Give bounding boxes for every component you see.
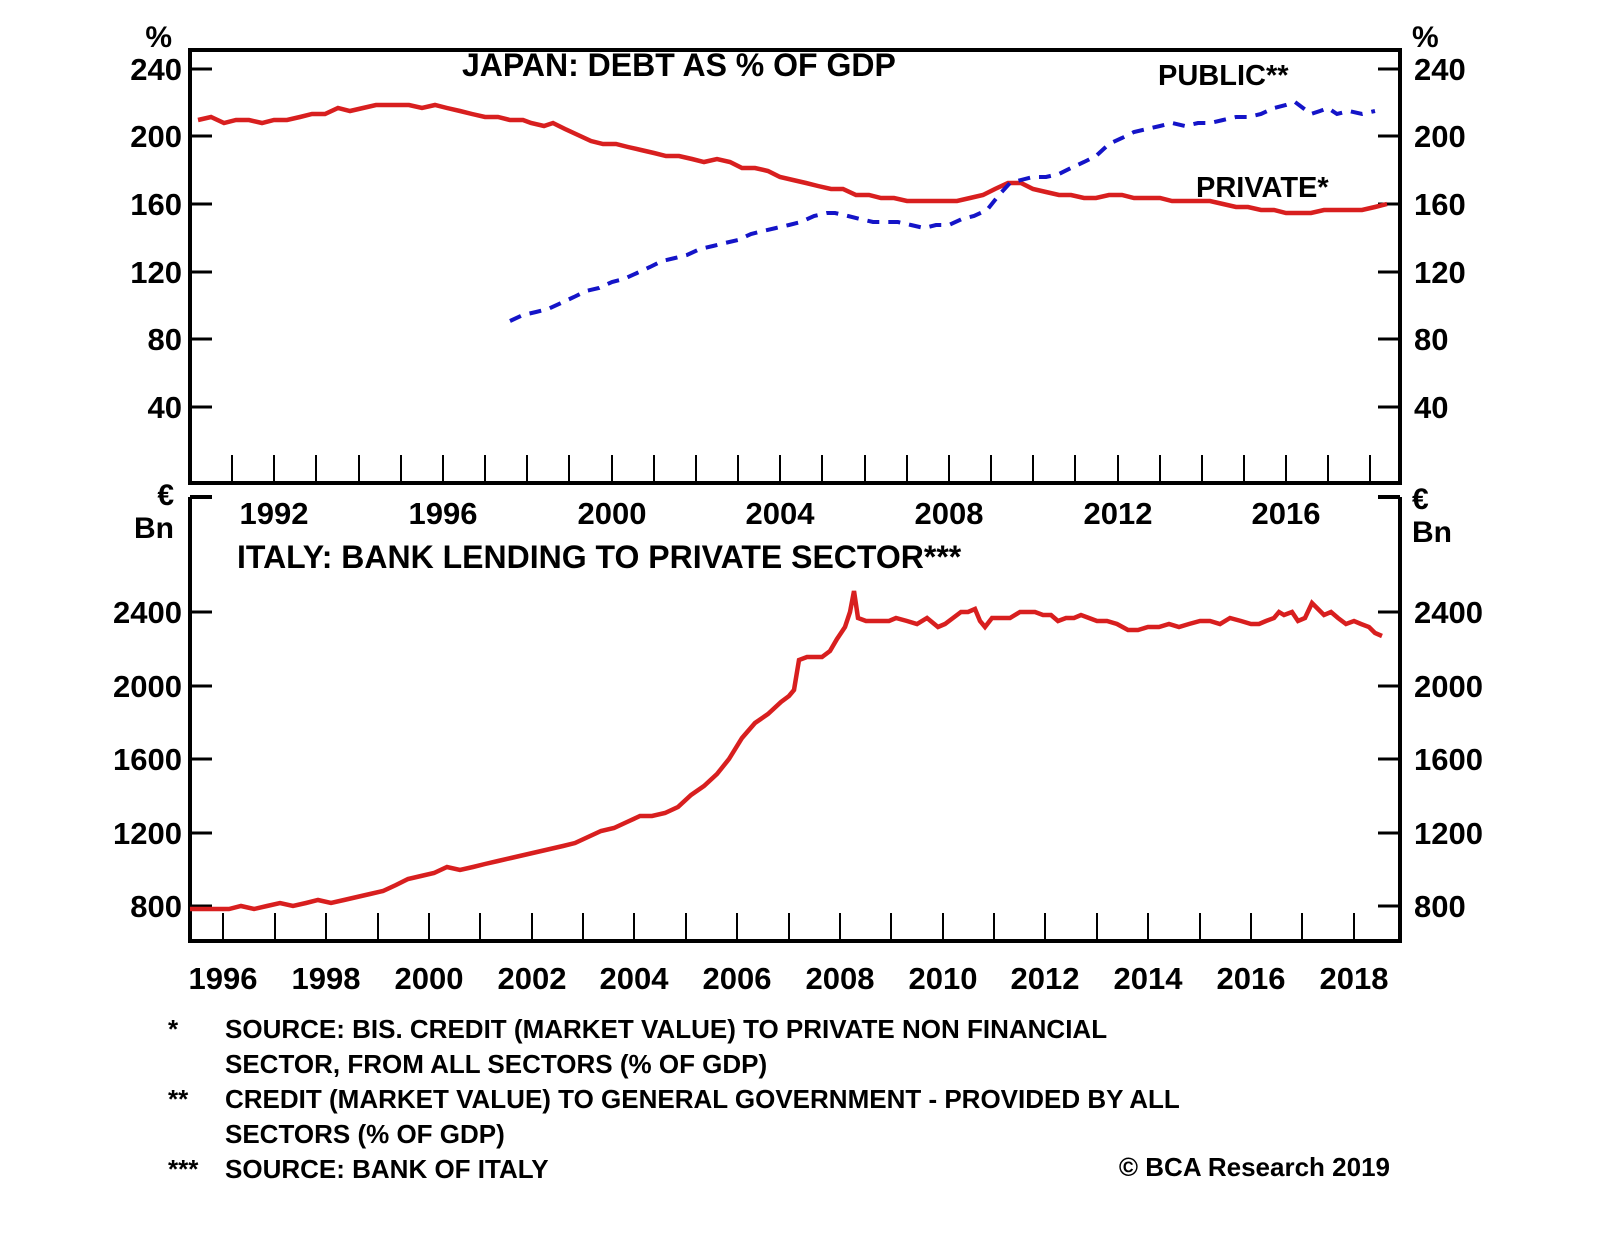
footnote-text: SOURCE: BANK OF ITALY — [225, 1154, 549, 1184]
footnote-text: SECTORS (% OF GDP) — [225, 1119, 505, 1149]
japan-panel-frame — [188, 48, 1402, 485]
y-tick-label: 1200 — [1414, 816, 1483, 851]
y-tick-label: 120 — [1414, 255, 1466, 290]
bank-lending-to-private-sector-line — [190, 590, 1383, 912]
footnote-marker: * — [168, 1014, 179, 1044]
x-tick-label: 2014 — [1114, 961, 1184, 996]
footnote-text: SECTOR, FROM ALL SECTORS (% OF GDP) — [225, 1049, 768, 1079]
y-tick-label: 200 — [130, 119, 182, 154]
footnote-line: *** SOURCE: BANK OF ITALY — [168, 1152, 1378, 1187]
y-tick-label: 2400 — [113, 595, 182, 630]
x-tick-label: 1998 — [292, 961, 361, 996]
italy-chart-title: ITALY: BANK LENDING TO PRIVATE SECTOR*** — [237, 539, 962, 575]
top-left-axis-unit: % — [145, 21, 172, 54]
private-series-label: PRIVATE* — [1196, 172, 1329, 204]
y-tick-label: 2400 — [1414, 595, 1483, 630]
y-tick-label: 200 — [1414, 119, 1466, 154]
footnote-marker: ** — [168, 1084, 189, 1114]
y-tick-label: 800 — [130, 889, 182, 924]
private--line — [197, 102, 1388, 216]
y-tick-label: 240 — [1414, 52, 1466, 87]
y-tick-label: 240 — [130, 52, 182, 87]
copyright-notice: © BCA Research 2019 — [1118, 1152, 1390, 1182]
x-tick-label: 2004 — [746, 496, 816, 531]
x-tick-label: 2012 — [1084, 496, 1153, 531]
bn-label: Bn — [1412, 516, 1452, 549]
japan-chart-title: JAPAN: DEBT AS % OF GDP — [462, 47, 896, 83]
y-tick-label: 2000 — [113, 669, 182, 704]
euro-symbol: € — [157, 479, 174, 512]
y-tick-label: 800 — [1414, 889, 1466, 924]
x-tick-label: 2018 — [1320, 961, 1389, 996]
x-tick-label: 2016 — [1252, 496, 1321, 531]
x-tick-label: 1996 — [189, 961, 258, 996]
x-tick-label: 2016 — [1217, 961, 1286, 996]
y-tick-label: 40 — [1414, 390, 1448, 425]
footnote-text: CREDIT (MARKET VALUE) TO GENERAL GOVERNM… — [225, 1084, 1180, 1114]
x-tick-label: 1996 — [409, 496, 478, 531]
footnote-line: SECTORS (% OF GDP) — [168, 1117, 1378, 1152]
public-series-label: PUBLIC** — [1158, 60, 1289, 92]
bn-label: Bn — [134, 512, 174, 545]
euro-symbol: € — [1412, 483, 1429, 516]
bottom-left-axis-unit: € Bn — [118, 479, 174, 545]
footnote-line: SECTOR, FROM ALL SECTORS (% OF GDP) — [168, 1047, 1378, 1082]
public--line — [509, 99, 1376, 323]
bottom-right-axis-unit: € Bn — [1412, 483, 1452, 549]
x-tick-label: 2002 — [498, 961, 567, 996]
footnote-line: * SOURCE: BIS. CREDIT (MARKET VALUE) TO … — [168, 1012, 1378, 1047]
footnotes: * SOURCE: BIS. CREDIT (MARKET VALUE) TO … — [168, 1012, 1378, 1187]
footnote-marker — [168, 1117, 225, 1152]
y-tick-label: 80 — [1414, 322, 1448, 357]
top-right-axis-unit: % — [1412, 21, 1439, 54]
x-tick-label: 2000 — [578, 496, 647, 531]
y-tick-label: 40 — [148, 390, 182, 425]
x-tick-label: 2010 — [909, 961, 978, 996]
x-tick-label: 2006 — [703, 961, 772, 996]
y-tick-label: 2000 — [1414, 669, 1483, 704]
footnote-marker — [168, 1047, 225, 1082]
footnote-text: SOURCE: BIS. CREDIT (MARKET VALUE) TO PR… — [225, 1014, 1108, 1044]
x-tick-label: 1992 — [240, 496, 309, 531]
y-tick-label: 160 — [130, 187, 182, 222]
x-tick-label: 2008 — [915, 496, 984, 531]
x-tick-label: 2012 — [1011, 961, 1080, 996]
y-tick-label: 120 — [130, 255, 182, 290]
y-tick-label: 80 — [148, 322, 182, 357]
x-tick-label: 2008 — [806, 961, 875, 996]
footnote-marker: *** — [168, 1154, 199, 1184]
y-tick-label: 160 — [1414, 187, 1466, 222]
y-tick-label: 1600 — [113, 742, 182, 777]
x-tick-label: 2004 — [600, 961, 670, 996]
footnote-line: ** CREDIT (MARKET VALUE) TO GENERAL GOVE… — [168, 1082, 1378, 1117]
y-tick-label: 1600 — [1414, 742, 1483, 777]
y-tick-label: 1200 — [113, 816, 182, 851]
x-tick-label: 2000 — [395, 961, 464, 996]
